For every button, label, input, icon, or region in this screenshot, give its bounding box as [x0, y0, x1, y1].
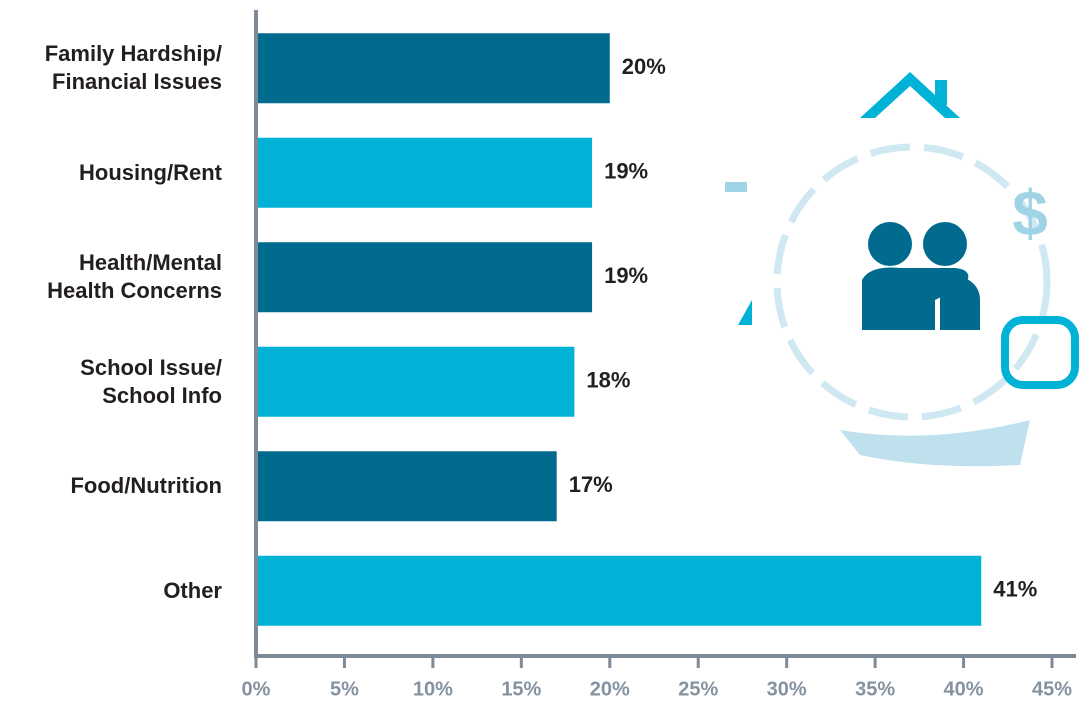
y-tick-label: Housing/Rent [79, 159, 222, 185]
x-tick-label: 15% [501, 678, 541, 700]
circle-decor [773, 143, 1051, 421]
decor [738, 300, 752, 325]
x-tick-label: 35% [855, 678, 895, 700]
value-label: 20% [622, 54, 666, 79]
decor [725, 182, 747, 192]
x-tick-label: 0% [242, 678, 271, 700]
hand-icon [840, 420, 1030, 467]
bar [258, 451, 557, 522]
illustration: $ [725, 72, 1079, 467]
people-body [862, 267, 969, 330]
x-tick-label: 5% [330, 678, 359, 700]
bar [258, 555, 982, 626]
backpack-icon [1001, 316, 1079, 389]
value-label: 19% [604, 263, 648, 288]
bar [258, 242, 593, 313]
y-tick-label: Other [163, 577, 222, 603]
value-label: 19% [604, 159, 648, 184]
x-tick-label: 45% [1032, 678, 1072, 700]
value-label: 41% [993, 577, 1037, 602]
value-label: 18% [586, 368, 630, 393]
people-body [940, 278, 980, 330]
x-tick-label: 10% [413, 678, 453, 700]
person-head [923, 222, 967, 266]
y-tick-label: Food/Nutrition [70, 473, 222, 499]
x-tick-label: 25% [678, 678, 718, 700]
bar [258, 33, 610, 104]
y-tick-label: Family Hardship/ Financial Issues [44, 41, 222, 95]
x-tick-label: 20% [590, 678, 630, 700]
y-tick-label: School Issue/ School Info [80, 354, 222, 408]
house-chimney [935, 80, 947, 105]
x-tick-label: 40% [944, 678, 984, 700]
x-tick-label: 30% [767, 678, 807, 700]
bar [258, 137, 593, 208]
house-icon [860, 72, 960, 118]
bar [258, 346, 575, 417]
y-tick-label: Health/Mental Health Concerns [47, 250, 222, 304]
value-label: 17% [569, 472, 613, 497]
dollar-icon: $ [1012, 177, 1048, 249]
person-head [868, 222, 912, 266]
